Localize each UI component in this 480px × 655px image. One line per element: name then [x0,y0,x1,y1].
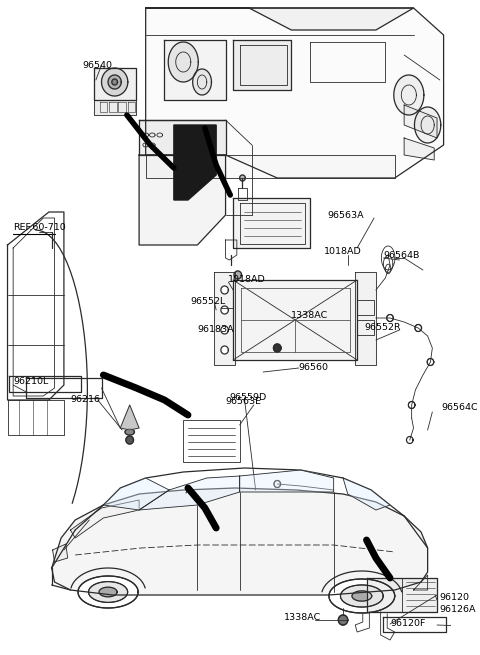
Polygon shape [78,576,138,608]
Text: 96563A: 96563A [327,210,364,219]
Polygon shape [103,478,169,510]
Polygon shape [352,591,372,601]
Polygon shape [192,69,212,95]
Text: 96540: 96540 [83,60,113,69]
Text: 1338AC: 1338AC [291,310,329,320]
Polygon shape [139,120,226,155]
Polygon shape [168,42,198,82]
Polygon shape [408,402,415,409]
Polygon shape [415,107,441,143]
Polygon shape [338,615,348,625]
Polygon shape [221,326,228,334]
Polygon shape [165,40,226,100]
Polygon shape [274,344,281,352]
Text: 96552R: 96552R [365,324,401,333]
Polygon shape [94,100,136,115]
Polygon shape [53,544,68,562]
Text: 1338AC: 1338AC [284,612,321,622]
Polygon shape [234,271,241,279]
Polygon shape [174,125,216,200]
Text: REF.60-710: REF.60-710 [13,223,66,233]
Polygon shape [407,436,413,443]
Polygon shape [329,579,395,613]
Text: 96120: 96120 [440,593,470,601]
Polygon shape [214,272,235,365]
Text: 96552L: 96552L [191,297,226,307]
Text: 96564C: 96564C [442,403,479,413]
Polygon shape [355,272,376,365]
Polygon shape [274,481,280,487]
Polygon shape [126,436,133,444]
Polygon shape [88,582,128,603]
Polygon shape [145,155,395,178]
Text: 96559D: 96559D [229,394,266,403]
Polygon shape [340,585,383,607]
Text: 96564B: 96564B [384,250,420,259]
Text: 1018AD: 1018AD [324,248,362,257]
Polygon shape [387,314,393,322]
Polygon shape [404,105,437,138]
Text: 1018AD: 1018AD [228,276,266,284]
Polygon shape [120,405,139,430]
Polygon shape [101,68,128,96]
Polygon shape [233,280,357,360]
Bar [183,420,240,462]
Polygon shape [367,578,437,612]
Polygon shape [404,138,434,160]
Polygon shape [71,500,139,538]
Polygon shape [99,587,117,597]
Polygon shape [145,8,414,30]
Polygon shape [240,175,245,181]
Polygon shape [415,324,421,331]
Polygon shape [108,75,121,89]
Text: 96120F: 96120F [390,620,425,629]
Polygon shape [221,346,228,354]
Polygon shape [343,478,390,510]
Polygon shape [112,79,118,85]
Polygon shape [52,488,428,595]
Polygon shape [94,68,136,100]
Text: 96560: 96560 [299,364,329,373]
Text: 96216: 96216 [71,396,100,405]
Polygon shape [139,155,226,245]
Text: 96183A: 96183A [197,326,234,335]
Polygon shape [221,286,228,294]
Polygon shape [394,75,424,115]
Polygon shape [233,40,291,90]
Polygon shape [125,429,134,435]
Polygon shape [221,306,228,314]
Polygon shape [240,470,334,492]
Polygon shape [139,476,240,510]
Text: 96126A: 96126A [440,605,476,614]
Text: 96210L: 96210L [13,377,48,386]
Polygon shape [233,198,310,248]
Polygon shape [427,358,434,365]
Polygon shape [145,8,444,178]
Text: 96563E: 96563E [226,398,262,407]
